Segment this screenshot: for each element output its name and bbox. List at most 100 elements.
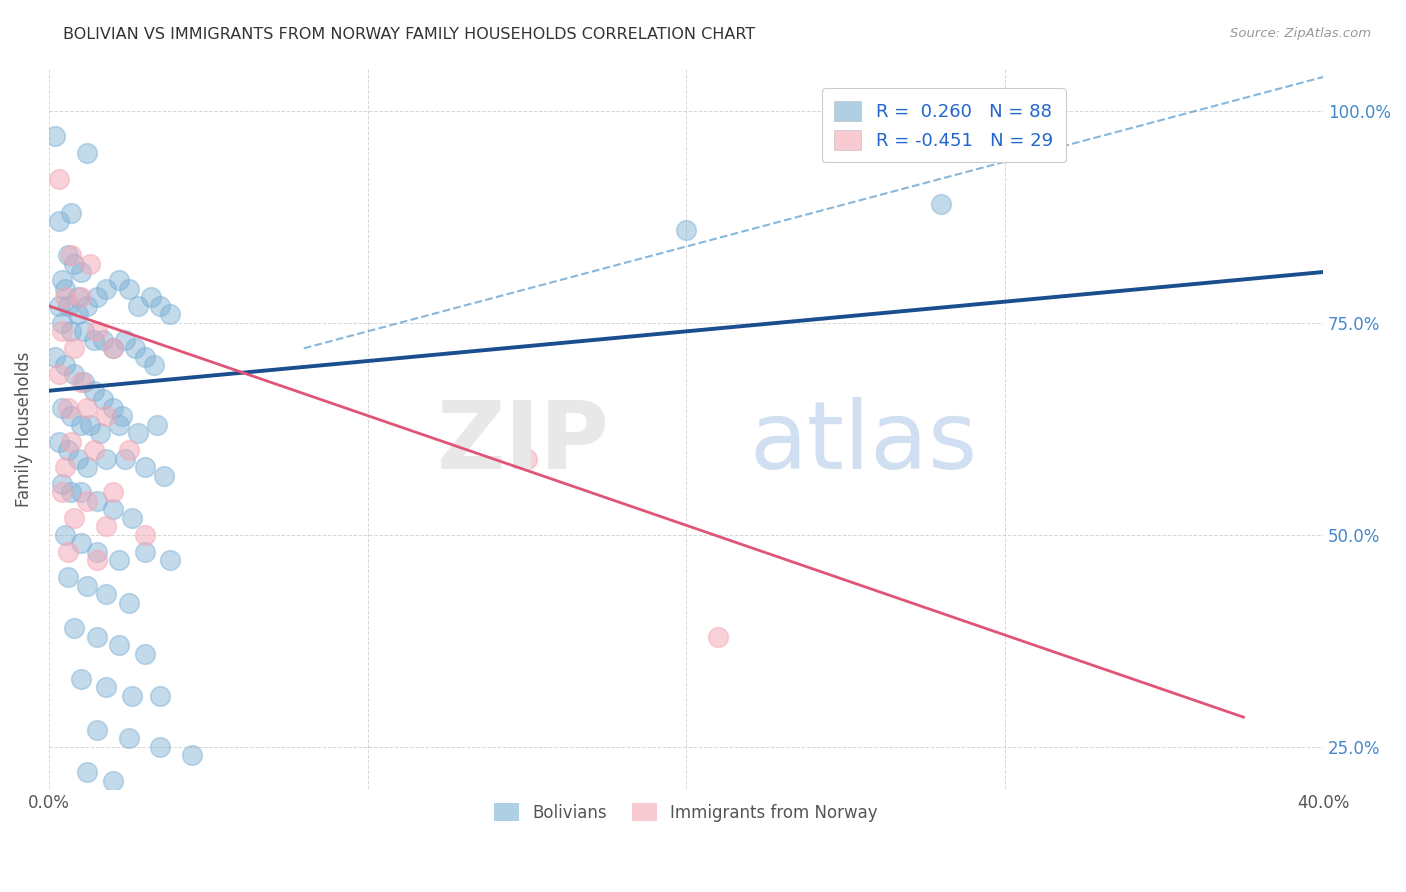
Point (48, 214, 70, 228)
Point (101, 485, 124, 500)
Point (134, 528, 156, 542)
Point (738, 807, 761, 822)
Point (86, 324, 108, 338)
Point (53, 460, 76, 475)
Point (86, 723, 108, 737)
Point (63, 621, 86, 635)
Point (83, 384, 105, 398)
Point (86, 290, 108, 304)
Point (101, 773, 124, 788)
Point (86, 545, 108, 559)
Point (121, 689, 143, 703)
Point (53, 290, 76, 304)
Point (96, 282, 118, 296)
Point (181, 748, 204, 763)
Point (53, 528, 76, 542)
Point (76, 401, 98, 415)
Point (48, 434, 70, 449)
Point (101, 341, 124, 355)
Point (44, 129, 66, 144)
Point (69, 672, 91, 686)
Point (707, 630, 730, 644)
Point (159, 307, 181, 321)
Point (111, 409, 134, 424)
Legend: Bolivians, Immigrants from Norway: Bolivians, Immigrants from Norway (481, 790, 891, 835)
Point (51, 401, 73, 415)
Point (86, 553, 108, 567)
Point (63, 367, 86, 381)
Point (48, 299, 70, 313)
Point (69, 417, 91, 432)
Point (117, 596, 139, 610)
Point (51, 477, 73, 491)
Point (143, 359, 166, 373)
Point (60, 248, 83, 262)
Point (69, 485, 91, 500)
Point (66, 290, 89, 304)
Point (139, 290, 162, 304)
Point (121, 511, 143, 525)
Point (83, 443, 105, 458)
Point (117, 731, 139, 746)
Point (56, 248, 79, 262)
Point (96, 519, 118, 533)
Point (63, 341, 86, 355)
Point (48, 171, 70, 186)
Point (56, 570, 79, 584)
Point (149, 299, 172, 313)
Point (79, 417, 101, 432)
Text: Source: ZipAtlas.com: Source: ZipAtlas.com (1230, 27, 1371, 40)
Point (76, 494, 98, 508)
Text: ZIP: ZIP (437, 397, 610, 490)
Point (79, 256, 101, 270)
Point (134, 545, 156, 559)
Point (108, 417, 131, 432)
Point (117, 443, 139, 458)
Point (86, 494, 108, 508)
Point (114, 333, 136, 347)
Point (83, 333, 105, 347)
Point (66, 307, 89, 321)
Point (76, 299, 98, 313)
Point (63, 511, 86, 525)
Point (146, 417, 169, 432)
Point (69, 536, 91, 550)
Point (134, 350, 156, 364)
Point (101, 341, 124, 355)
Point (51, 485, 73, 500)
Point (56, 545, 79, 559)
Point (152, 468, 174, 483)
Point (96, 681, 118, 695)
Point (117, 282, 139, 296)
Y-axis label: Family Households: Family Households (15, 351, 32, 507)
Point (124, 341, 146, 355)
Point (149, 739, 172, 754)
Point (51, 324, 73, 338)
Point (51, 273, 73, 287)
Point (159, 553, 181, 567)
Point (108, 553, 131, 567)
Point (63, 256, 86, 270)
Point (134, 647, 156, 661)
Point (60, 434, 83, 449)
Point (73, 324, 96, 338)
Point (60, 324, 83, 338)
Point (69, 290, 91, 304)
Text: atlas: atlas (749, 397, 979, 490)
Point (76, 579, 98, 593)
Point (96, 451, 118, 466)
Point (69, 376, 91, 390)
Point (929, 197, 952, 211)
Point (56, 299, 79, 313)
Point (53, 282, 76, 296)
Point (149, 689, 172, 703)
Point (76, 765, 98, 780)
Text: BOLIVIAN VS IMMIGRANTS FROM NORWAY FAMILY HOUSEHOLDS CORRELATION CHART: BOLIVIAN VS IMMIGRANTS FROM NORWAY FAMIL… (63, 27, 755, 42)
Point (675, 222, 697, 236)
Point (53, 359, 76, 373)
Point (44, 350, 66, 364)
Point (114, 451, 136, 466)
Point (51, 316, 73, 330)
Point (60, 205, 83, 219)
Point (60, 485, 83, 500)
